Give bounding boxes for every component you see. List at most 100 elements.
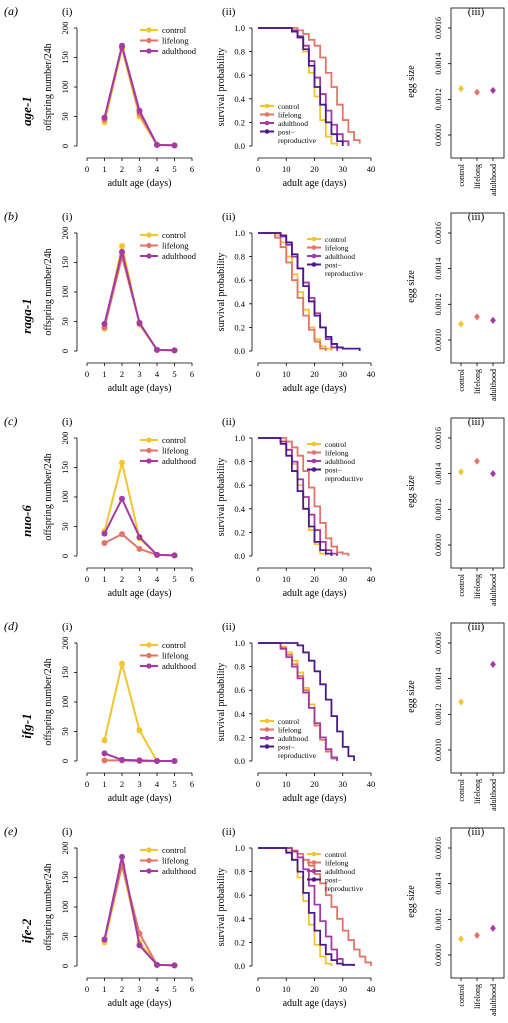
series-line-lifelong xyxy=(103,256,175,352)
y-axis-label: offspring number/24h xyxy=(43,43,54,130)
x-tick-label: 6 xyxy=(190,369,194,379)
x-tick-label: control xyxy=(457,163,466,186)
y-tick-label: 50 xyxy=(60,522,70,531)
legend-label-post: post− xyxy=(325,466,342,475)
x-tick-label: 0 xyxy=(256,164,260,174)
x-tick-label: 30 xyxy=(339,164,348,174)
x-tick-label: 10 xyxy=(282,164,291,174)
row-letter: (a) xyxy=(4,4,18,18)
x-tick-label: 2 xyxy=(120,164,124,174)
x-tick-label: 6 xyxy=(190,574,194,584)
y-tick-label: 0.0014 xyxy=(434,873,443,895)
survival-chart: (ii) 0 10 20 30 40 adult age (days) 0.0 0.2 0.4 0.… xyxy=(216,621,375,804)
egg-size-point-control xyxy=(458,468,464,476)
y-tick-label: 0.4 xyxy=(234,504,245,514)
data-point-adulthood xyxy=(171,758,178,764)
x-tick-label: lifelong xyxy=(473,779,482,804)
legend-label-lifelong: lifelong xyxy=(162,856,189,866)
legend-label-lifelong: lifelong xyxy=(325,449,349,458)
egg-size-point-adulthood xyxy=(490,924,496,932)
x-axis-label: adult age (days) xyxy=(283,588,347,599)
survival-chart: (ii) 0 10 20 30 40 adult age (days) 0.0 0.2 0.4 0.… xyxy=(216,416,375,599)
y-tick-label: 0.0014 xyxy=(434,258,443,280)
legend-label-adulthood: adulthood xyxy=(162,456,197,466)
legend-marker-adulthood xyxy=(311,253,317,259)
x-tick-label: 0 xyxy=(85,164,89,174)
offspring-chart: (i) 0 1 2 3 4 5 6 adult age (days) 0 50 100 150 200 of… xyxy=(43,211,197,394)
x-tick-label: 5 xyxy=(172,779,176,789)
x-tick-label: 2 xyxy=(120,369,124,379)
legend-marker-adulthood xyxy=(146,253,152,259)
legend-label-control: control xyxy=(278,102,299,111)
legend-label-lifelong: lifelong xyxy=(278,726,302,735)
y-axis-label: egg size xyxy=(406,475,417,508)
legend-marker-lifelong xyxy=(146,37,152,44)
row-letter: (b) xyxy=(4,209,18,223)
data-point-lifelong xyxy=(136,545,143,552)
x-tick-label: 5 xyxy=(172,369,176,379)
panel-label: (iii) xyxy=(468,826,485,838)
egg-size-point-adulthood xyxy=(490,86,496,95)
data-point-adulthood xyxy=(119,495,125,502)
y-tick-label: 0.8 xyxy=(234,252,245,262)
y-axis-label: egg size xyxy=(406,680,417,713)
x-tick-label: lifelong xyxy=(473,984,482,1009)
legend-label-control: control xyxy=(325,235,346,244)
y-tick-label: 1.0 xyxy=(234,638,245,648)
panel-label: (i) xyxy=(62,621,73,633)
x-tick-label: 1 xyxy=(102,164,106,174)
legend-marker-post xyxy=(311,262,317,267)
y-tick-label: 0.0010 xyxy=(434,739,443,761)
data-point-adulthood xyxy=(171,142,178,149)
x-tick-label: 2 xyxy=(120,574,124,584)
y-tick-label: 150 xyxy=(60,461,70,474)
legend-marker-lifelong xyxy=(311,245,317,250)
survival-chart: (ii) 0 10 20 30 40 adult age (days) 0.0 0.2 0.4 0.… xyxy=(216,6,375,189)
data-point-adulthood xyxy=(119,853,125,860)
gene-name: ifg-1 xyxy=(19,713,34,738)
legend-label-post-2: reproductive xyxy=(278,136,317,145)
panel-row-b: (b) raga-1 (i) 0 1 2 3 4 5 6 adult age (days) 0 50 10… xyxy=(4,209,505,401)
y-tick-label: 200 xyxy=(60,22,70,35)
egg-size-point-control xyxy=(458,935,464,943)
x-tick-label: 6 xyxy=(190,779,194,789)
y-axis-label: offspring number/24h xyxy=(43,248,54,335)
x-tick-label: 3 xyxy=(137,984,141,994)
legend-label-control: control xyxy=(162,845,187,855)
y-tick-label: 0.0012 xyxy=(434,908,443,930)
x-tick-label: 3 xyxy=(137,574,141,584)
legend-marker-control xyxy=(311,441,317,447)
egg-size-point-lifelong xyxy=(474,931,480,939)
egg-size-point-adulthood xyxy=(490,470,496,478)
x-tick-label: 20 xyxy=(310,984,319,994)
y-tick-label: 0.6 xyxy=(234,890,245,900)
series-line-control xyxy=(103,462,175,557)
legend-marker-control xyxy=(146,437,152,443)
y-tick-label: 200 xyxy=(60,227,70,240)
y-axis-label: survival probability xyxy=(216,663,227,742)
egg-size-point-lifelong xyxy=(474,457,480,465)
egg-size-point-control xyxy=(458,698,464,706)
y-tick-label: 0.0016 xyxy=(434,427,443,449)
x-tick-label: 4 xyxy=(155,984,160,994)
panel-label: (ii) xyxy=(222,416,236,428)
x-tick-label: 1 xyxy=(102,369,106,379)
x-tick-label: 40 xyxy=(367,984,376,994)
data-point-adulthood xyxy=(101,114,108,121)
x-tick-label: lifelong xyxy=(473,574,482,599)
x-tick-label: adulthood xyxy=(489,164,498,196)
y-tick-label: 0.0 xyxy=(234,141,245,151)
x-tick-label: 20 xyxy=(310,369,319,379)
y-tick-label: 0 xyxy=(60,144,70,148)
egg-size-chart: (iii) 0.0010 0.0012 0.0014 0.0016 egg size con… xyxy=(406,621,505,811)
y-tick-label: 0.0 xyxy=(234,551,245,561)
y-tick-label: 0.2 xyxy=(234,937,245,947)
survival-curve-postreproductive xyxy=(258,847,355,966)
legend-marker-lifelong xyxy=(264,112,270,117)
legend-marker-post xyxy=(311,877,317,882)
